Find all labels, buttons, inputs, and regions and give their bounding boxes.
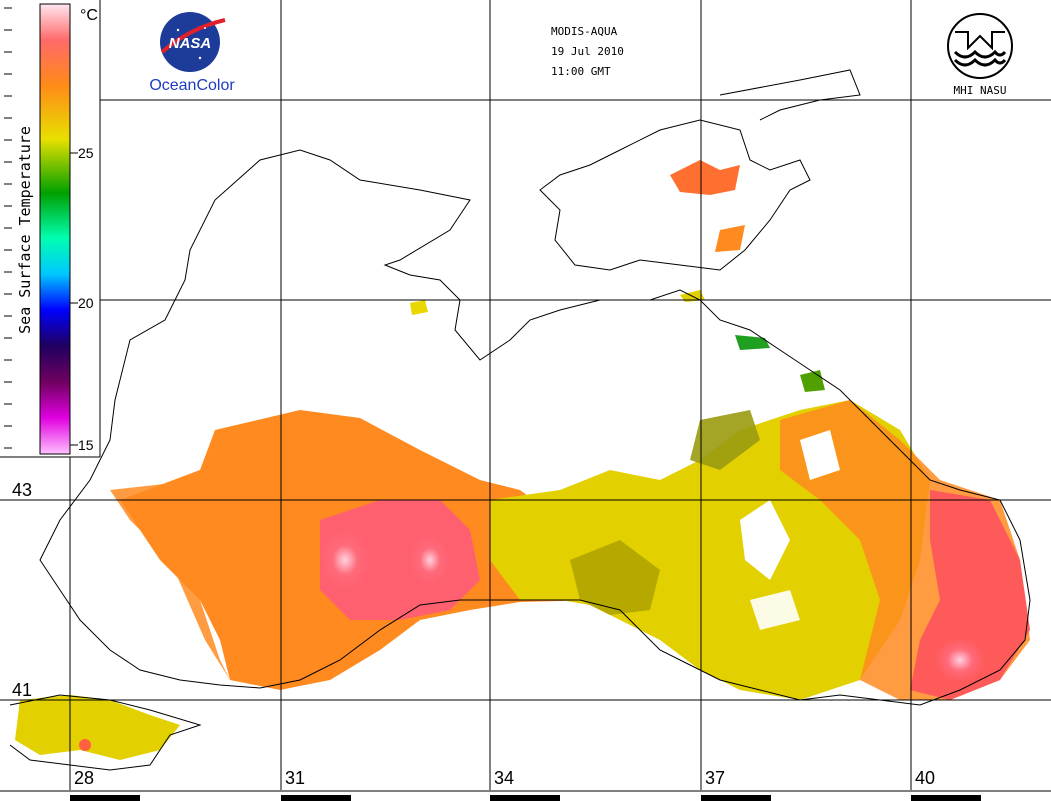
lat-label-41: 41 [12, 680, 32, 700]
colorbar-tick-25: 25 [78, 145, 94, 161]
sst-pink-central [320, 500, 480, 620]
lon-label-28: 28 [74, 768, 94, 788]
mhi-logo [947, 13, 1013, 79]
date-label: 19 Jul 2010 [551, 45, 624, 58]
sst-field [15, 160, 1030, 760]
lon-label-40: 40 [915, 768, 935, 788]
sst-azov [670, 160, 740, 195]
time-label: 11:00 GMT [551, 65, 611, 78]
colorbar-tick-20: 20 [78, 295, 94, 311]
frame-ruler [0, 790, 1051, 801]
sensor-label: MODIS-AQUA [551, 25, 618, 38]
colorbar-unit: °C [80, 7, 98, 24]
sst-marmara [15, 695, 180, 760]
coastline [39, 149, 1031, 706]
oceancolor-text: OceanColor [149, 77, 235, 94]
colorbar-tick-15: 15 [78, 437, 94, 453]
lon-label-31: 31 [285, 768, 305, 788]
nasa-text: NASA [169, 35, 212, 52]
lon-label-37: 37 [705, 768, 725, 788]
nasa-logo: NASA [160, 12, 226, 72]
colorbar-title: Sea Surface Temperature [16, 126, 34, 334]
colorbar [4, 3, 78, 455]
lon-label-34: 34 [494, 768, 514, 788]
mhi-text: MHI NASU [954, 84, 1007, 97]
lat-label-43: 43 [12, 480, 32, 500]
